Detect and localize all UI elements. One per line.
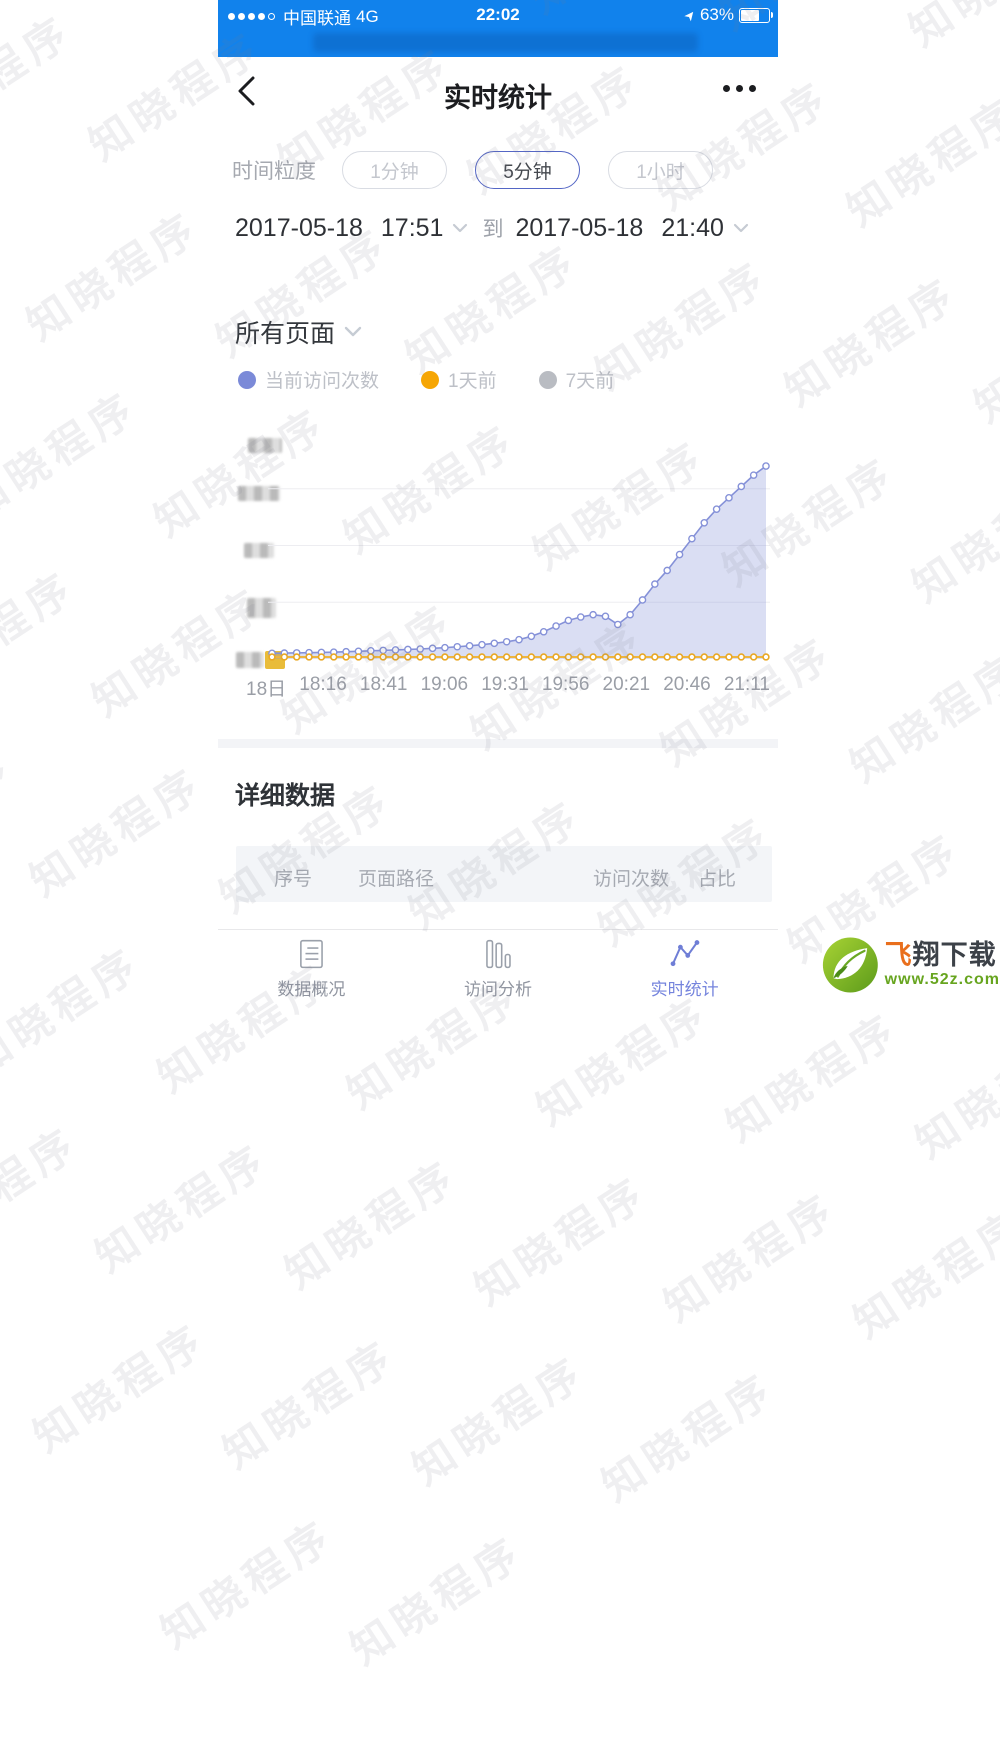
back-button[interactable] [234, 75, 260, 107]
battery-percent: 63% [699, 5, 734, 24]
x-tick: 18日 [246, 679, 287, 700]
legend-dot-current [238, 370, 256, 389]
redacted-y-label [247, 598, 276, 618]
section-divider [218, 739, 778, 748]
legend-label: 当前访问次数 [265, 371, 380, 392]
legend-label: 7天前 [565, 371, 615, 392]
to-label: 到 [482, 218, 504, 241]
bottom-tab-bar: 数据概况 访问分析 实时统计 [218, 929, 778, 1000]
end-datetime-selector[interactable]: 2017-05-18 21:40 [515, 213, 749, 243]
chevron-down-icon [452, 223, 468, 233]
tab-label: 实时统计 [650, 980, 719, 999]
tab-label: 访问分析 [464, 980, 532, 999]
tab-label: 数据概况 [277, 980, 346, 999]
logo-name: 翔下载 [912, 940, 997, 970]
detail-section-title: 详细数据 [235, 782, 336, 810]
x-tick: 18:16 [299, 674, 347, 695]
chart-legend: 当前访问次数 1天前 7天前 [238, 366, 656, 393]
location-arrow-icon: ➤ [680, 6, 700, 25]
legend-item-current: 当前访问次数 [238, 366, 379, 393]
granularity-label: 时间粒度 [232, 160, 316, 183]
start-time: 17:51 [380, 213, 444, 242]
page-title: 实时统计 [444, 83, 552, 113]
granularity-row: 时间粒度 1分钟 5分钟 1小时 [232, 150, 772, 190]
x-tick: 18:41 [359, 674, 408, 695]
battery-icon [739, 7, 773, 23]
legend-label: 1天前 [448, 371, 497, 392]
site-logo: 飞翔下载 www.52z.com [822, 930, 1000, 1000]
tab-data-overview[interactable]: 数据概况 [218, 930, 405, 1000]
redacted-y-label [248, 438, 282, 453]
end-time: 21:40 [661, 213, 724, 242]
x-tick: 19:56 [541, 674, 590, 695]
col-header-page-path: 页面路径 [358, 869, 435, 890]
start-date: 2017-05-18 [235, 213, 363, 242]
col-header-ratio: 占比 [698, 869, 737, 890]
network-type-label: 4G [356, 6, 379, 26]
x-tick: 20:46 [663, 674, 711, 695]
page-filter-dropdown[interactable]: 所有页面 [235, 314, 362, 350]
traffic-chart-svg [268, 462, 770, 661]
date-range-row: 2017-05-18 17:51 到 2017-05-18 21:40 [235, 208, 775, 248]
chevron-down-icon [733, 223, 749, 233]
site-logo-text: 飞翔下载 www.52z.com [885, 942, 1000, 988]
legend-item-7day: 7天前 [538, 366, 615, 393]
legend-item-1day: 1天前 [421, 366, 497, 393]
legend-dot-1day [421, 370, 440, 389]
tab-realtime-stats[interactable]: 实时统计 [591, 930, 778, 1000]
chevron-left-icon [238, 76, 255, 106]
chevron-down-icon [344, 326, 362, 338]
logo-url: www.52z.com [884, 971, 1000, 988]
clock: 22:02 [476, 5, 520, 24]
x-tick: 20:21 [602, 674, 651, 695]
redacted-y-label [238, 486, 280, 501]
x-axis-labels: 18日 18:16 18:41 19:06 19:31 19:56 20:21 … [246, 674, 770, 701]
granularity-option-1min[interactable]: 1分钟 [342, 151, 447, 189]
start-datetime-selector[interactable]: 2017-05-18 17:51 [235, 214, 468, 243]
line-chart-icon [670, 940, 700, 967]
traffic-chart: 18日 18:16 18:41 19:06 19:31 19:56 20:21 … [218, 420, 778, 710]
redacted-y-label [244, 543, 274, 558]
signal-strength-icon [228, 13, 275, 20]
carrier-label: 中国联通 [283, 9, 351, 28]
detail-table-header: 序号 页面路径 访问次数 占比 [236, 846, 772, 902]
end-date: 2017-05-18 [515, 213, 644, 242]
granularity-option-1hour[interactable]: 1小时 [608, 151, 713, 189]
x-tick: 19:31 [481, 674, 529, 695]
granularity-option-5min[interactable]: 5分钟 [475, 151, 580, 189]
x-tick: 21:11 [723, 674, 770, 695]
tab-visit-analysis[interactable]: 访问分析 [405, 930, 592, 1000]
more-menu-button[interactable] [723, 85, 756, 92]
list-document-icon [300, 939, 324, 969]
legend-dot-7day [538, 370, 557, 389]
nav-bar: 实时统计 [218, 57, 778, 125]
page-filter-label: 所有页面 [235, 320, 336, 348]
phone-screenshot: 中国联通 4G 22:02 ➤ 63% 实时统计 时间粒度 1分钟 5分钟 1小… [218, 0, 778, 1000]
bar-chart-icon [486, 939, 511, 969]
x-tick: 19:06 [420, 674, 469, 695]
col-header-visits: 访问次数 [593, 869, 670, 890]
logo-accent-char: 飞 [884, 940, 913, 970]
status-bar: 中国联通 4G 22:02 ➤ 63% [218, 0, 778, 57]
redacted-account-text [313, 33, 698, 52]
redacted-y-label [236, 652, 264, 668]
leaf-logo-icon [822, 937, 878, 993]
col-header-index: 序号 [274, 869, 313, 890]
